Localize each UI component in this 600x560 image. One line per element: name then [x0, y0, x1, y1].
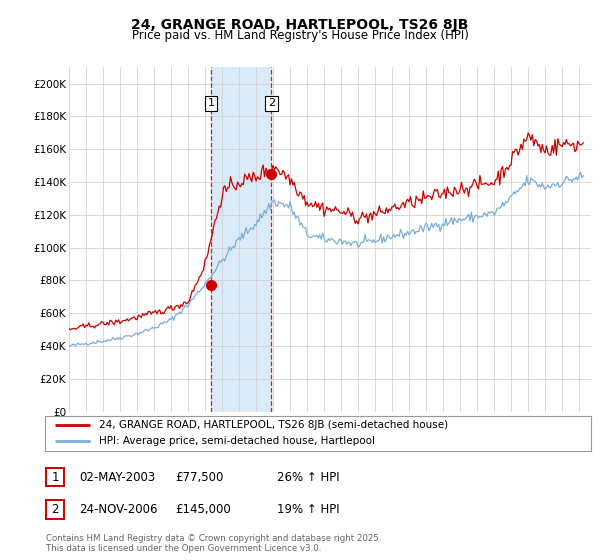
Text: HPI: Average price, semi-detached house, Hartlepool: HPI: Average price, semi-detached house,… [98, 436, 374, 446]
Text: 1: 1 [52, 470, 59, 484]
Bar [211, 67, 271, 412]
Text: 2: 2 [268, 99, 275, 108]
Text: 26% ↑ HPI: 26% ↑ HPI [277, 470, 340, 484]
Text: 2: 2 [52, 503, 59, 516]
Text: 24-NOV-2006: 24-NOV-2006 [79, 503, 158, 516]
Text: Price paid vs. HM Land Registry's House Price Index (HPI): Price paid vs. HM Land Registry's House … [131, 29, 469, 42]
Text: 02-MAY-2003: 02-MAY-2003 [79, 470, 155, 484]
Text: £77,500: £77,500 [175, 470, 224, 484]
Text: 1: 1 [208, 99, 214, 108]
Text: Contains HM Land Registry data © Crown copyright and database right 2025.
This d: Contains HM Land Registry data © Crown c… [46, 534, 382, 553]
Text: 19% ↑ HPI: 19% ↑ HPI [277, 503, 340, 516]
Text: 24, GRANGE ROAD, HARTLEPOOL, TS26 8JB: 24, GRANGE ROAD, HARTLEPOOL, TS26 8JB [131, 18, 469, 32]
Text: 24, GRANGE ROAD, HARTLEPOOL, TS26 8JB (semi-detached house): 24, GRANGE ROAD, HARTLEPOOL, TS26 8JB (s… [98, 421, 448, 431]
Text: £145,000: £145,000 [175, 503, 231, 516]
